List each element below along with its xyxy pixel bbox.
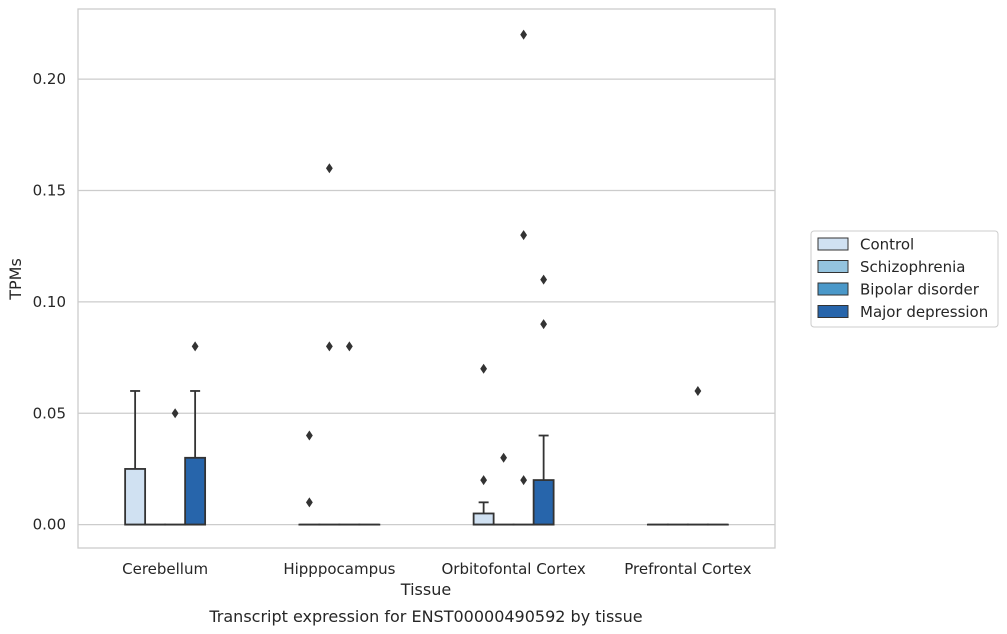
outlier-point bbox=[480, 363, 488, 374]
figure-caption: Transcript expression for ENST0000049059… bbox=[208, 607, 642, 626]
legend: Control Schizophrenia Bipolar disorder Majo… bbox=[810, 230, 999, 328]
outlier-point bbox=[325, 341, 333, 352]
outlier-point bbox=[345, 341, 353, 352]
outlier-point bbox=[520, 29, 528, 40]
legend-label: Schizophrenia bbox=[860, 258, 965, 276]
legend-swatch bbox=[817, 260, 849, 273]
plot-area-frame bbox=[77, 8, 776, 549]
y-axis-title: TPMs bbox=[6, 258, 25, 301]
legend-swatch bbox=[817, 305, 849, 318]
box-control bbox=[472, 501, 495, 526]
box-control bbox=[124, 390, 147, 526]
outlier-point bbox=[694, 385, 702, 396]
outlier-point bbox=[191, 341, 199, 352]
legend-label: Control bbox=[860, 236, 914, 254]
outlier-point bbox=[540, 319, 548, 330]
outlier-point bbox=[325, 163, 333, 174]
outlier-markers bbox=[171, 29, 702, 508]
box-major-depression bbox=[184, 390, 207, 526]
legend-label: Bipolar disorder bbox=[860, 281, 980, 299]
y-tick-label: 0.20 bbox=[33, 70, 66, 88]
legend-swatch bbox=[817, 237, 849, 251]
x-tick-label: Prefrontal Cortex bbox=[624, 560, 751, 578]
y-tick-label: 0.10 bbox=[33, 293, 66, 311]
y-tick-label: 0.15 bbox=[33, 182, 66, 200]
x-tick-label: Orbitofontal Cortex bbox=[442, 560, 586, 578]
outlier-point bbox=[305, 430, 313, 441]
outlier-point bbox=[520, 475, 528, 486]
grid-lines bbox=[78, 78, 775, 526]
outlier-point bbox=[480, 475, 488, 486]
x-axis-title: Tissue bbox=[400, 580, 451, 599]
y-tick-labels: 0.00 0.05 0.10 0.15 0.20 bbox=[33, 70, 66, 533]
box-body bbox=[532, 479, 555, 526]
box-body bbox=[472, 512, 495, 526]
outlier-point bbox=[500, 452, 508, 463]
outlier-point bbox=[520, 230, 528, 241]
legend-swatch bbox=[817, 282, 849, 296]
outlier-point bbox=[171, 408, 179, 419]
y-tick-label: 0.00 bbox=[33, 516, 66, 534]
outlier-point bbox=[305, 497, 313, 508]
legend-items: Control Schizophrenia Bipolar disorder Majo… bbox=[817, 236, 988, 321]
box-body bbox=[184, 456, 207, 526]
box-body bbox=[124, 468, 147, 526]
x-tick-label: Hipppocampus bbox=[283, 560, 395, 578]
outlier-point bbox=[540, 274, 548, 285]
boxes bbox=[124, 390, 729, 526]
box-major-depression bbox=[532, 434, 555, 526]
x-tick-label: Cerebellum bbox=[122, 560, 208, 578]
y-tick-label: 0.05 bbox=[33, 404, 66, 422]
legend-frame bbox=[810, 230, 999, 328]
legend-label: Major depression bbox=[860, 303, 988, 321]
x-tick-labels: Cerebellum Hipppocampus Orbitofontal Corte… bbox=[122, 560, 751, 578]
